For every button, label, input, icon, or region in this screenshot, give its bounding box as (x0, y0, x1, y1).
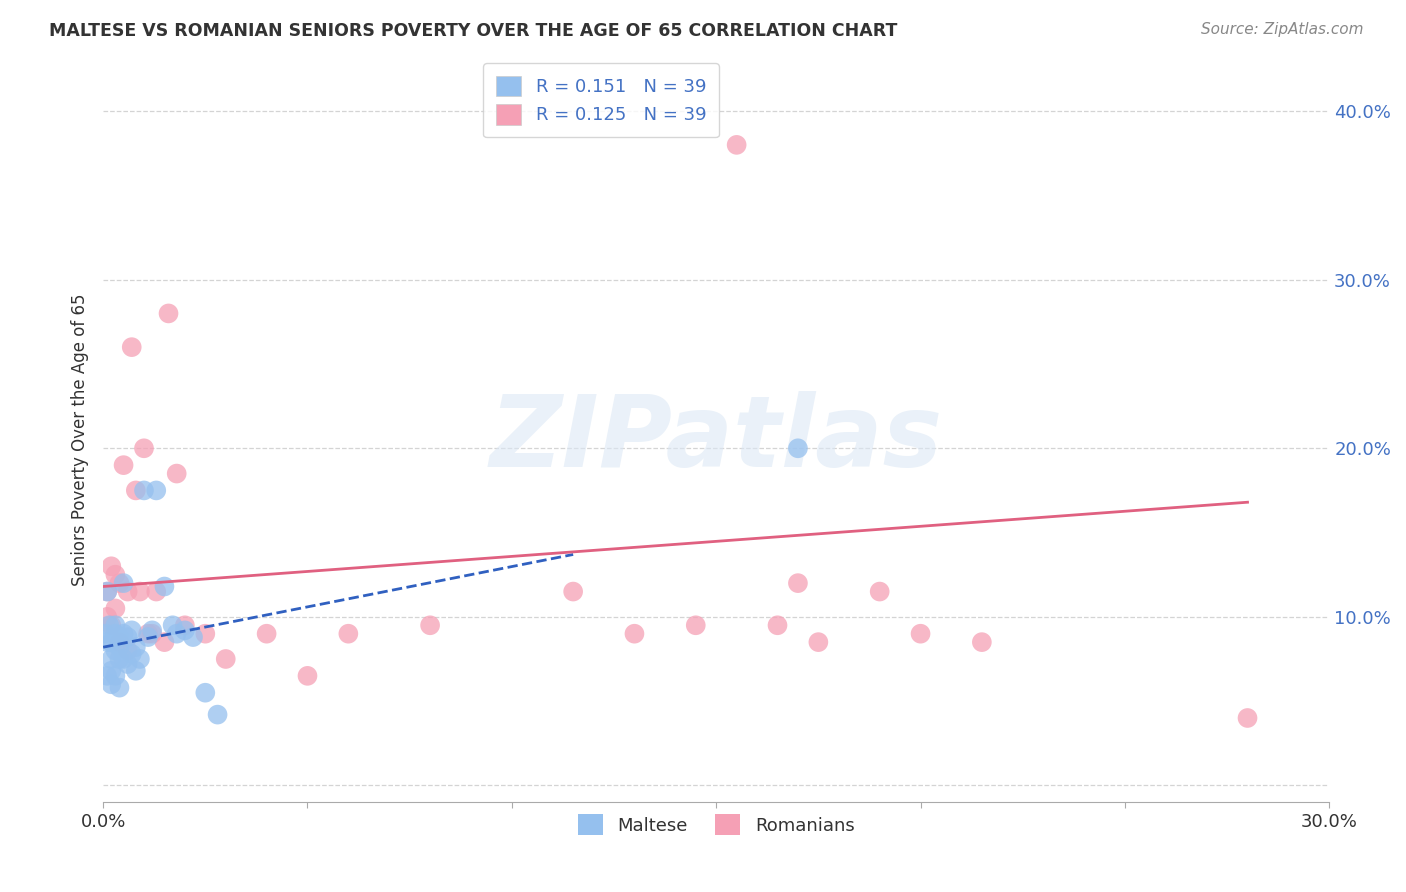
Point (112, 576, 135, 591)
Point (153, 580, 176, 594)
Point (297, 669, 319, 683)
Point (104, 567, 127, 582)
Point (104, 626, 127, 640)
Y-axis label: Seniors Poverty Over the Age of 65: Seniors Poverty Over the Age of 65 (72, 293, 89, 586)
Point (419, 618, 441, 632)
Point (173, 618, 195, 632)
Point (121, 647, 143, 661)
Point (337, 626, 360, 640)
Point (256, 626, 278, 640)
Point (136, 630, 159, 644)
Point (910, 626, 932, 640)
Point (562, 584, 585, 599)
Point (108, 576, 131, 591)
Point (162, 618, 184, 632)
Point (96, 635, 118, 649)
Point (1236, 711, 1258, 725)
Point (108, 630, 131, 644)
Point (117, 643, 139, 657)
Point (685, 618, 707, 632)
Point (100, 635, 122, 649)
Point (108, 652, 131, 666)
Point (181, 630, 204, 644)
Point (121, 340, 143, 354)
Point (970, 635, 993, 649)
Point (104, 643, 127, 657)
Point (104, 601, 127, 615)
Point (94, 626, 117, 640)
Point (787, 576, 810, 591)
Text: ZIPatlas: ZIPatlas (489, 392, 943, 488)
Point (145, 584, 167, 599)
Point (117, 584, 139, 599)
Legend: Maltese, Romanians: Maltese, Romanians (569, 805, 863, 844)
Point (173, 624, 195, 638)
Point (129, 584, 152, 599)
Point (96, 610, 118, 624)
Point (100, 559, 122, 574)
Point (125, 483, 148, 498)
Point (100, 664, 122, 678)
Point (766, 618, 789, 632)
Point (807, 635, 830, 649)
Point (136, 626, 159, 640)
Point (869, 584, 891, 599)
Point (132, 442, 155, 456)
Point (194, 626, 217, 640)
Point (166, 626, 188, 640)
Point (108, 635, 131, 649)
Point (112, 626, 135, 640)
Point (125, 664, 148, 678)
Point (96, 584, 118, 599)
Point (157, 306, 180, 320)
Text: Source: ZipAtlas.com: Source: ZipAtlas.com (1201, 22, 1364, 37)
Point (207, 707, 229, 722)
Point (112, 458, 135, 472)
Point (194, 686, 217, 700)
Point (121, 624, 143, 638)
Point (132, 483, 155, 498)
Point (215, 652, 238, 666)
Point (145, 483, 167, 498)
Point (96, 669, 118, 683)
Point (117, 630, 139, 644)
Point (96, 584, 118, 599)
Point (100, 618, 122, 632)
Point (100, 677, 122, 691)
Point (98, 618, 121, 632)
Point (125, 640, 148, 655)
Point (108, 681, 131, 695)
Point (100, 652, 122, 666)
Point (117, 657, 139, 671)
Point (104, 618, 127, 632)
Point (141, 626, 163, 640)
Point (141, 624, 163, 638)
Point (112, 652, 135, 666)
Point (108, 640, 131, 655)
Point (725, 137, 748, 152)
Point (623, 626, 645, 640)
Point (787, 442, 810, 456)
Point (104, 669, 127, 683)
Point (166, 467, 188, 481)
Point (129, 652, 152, 666)
Point (153, 635, 176, 649)
Text: MALTESE VS ROMANIAN SENIORS POVERTY OVER THE AGE OF 65 CORRELATION CHART: MALTESE VS ROMANIAN SENIORS POVERTY OVER… (49, 22, 897, 40)
